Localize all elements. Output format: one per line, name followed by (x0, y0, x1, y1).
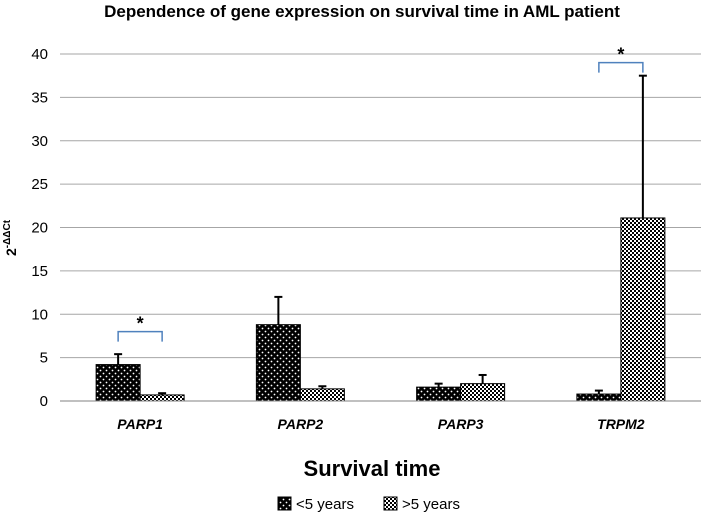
y-tick-label: 20 (31, 220, 48, 237)
category-label: PARP3 (438, 416, 484, 432)
x-axis-label: Survival time (304, 456, 441, 481)
bar-5years-TRPM2 (620, 217, 666, 402)
bar-5years-PARP2 (299, 388, 345, 402)
legend-label-series-1: >5 years (402, 496, 460, 513)
bar-5years-PARP2 (255, 324, 301, 402)
chart-title: Dependence of gene expression on surviva… (104, 2, 620, 21)
category-label: TRPM2 (597, 416, 645, 432)
bar-5years-PARP3 (460, 383, 506, 402)
significance-star: * (617, 45, 624, 65)
category-label: PARP1 (117, 416, 163, 432)
significance-bracket (598, 61, 644, 73)
y-axis-label: 2-ΔΔCt (2, 219, 19, 256)
significance-star: * (137, 314, 144, 334)
significance-bracket (117, 330, 163, 342)
bar-5years-PARP1 (139, 394, 185, 402)
y-tick-labels: 0 5 10 15 20 25 30 35 40 (31, 46, 48, 410)
y-tick-label: 10 (31, 306, 48, 323)
bar-5years-PARP1 (95, 364, 141, 402)
bars (95, 217, 666, 402)
legend: <5 years >5 years (277, 496, 460, 513)
y-tick-label: 40 (31, 46, 48, 63)
y-tick-label: 5 (40, 350, 48, 367)
y-tick-label: 30 (31, 133, 48, 150)
legend-swatch-series-1 (383, 496, 398, 511)
legend-swatch-series-0 (277, 496, 292, 511)
y-tick-label: 15 (31, 263, 48, 280)
y-tick-label: 0 (40, 393, 48, 410)
significance-markers: ** (117, 45, 644, 342)
legend-label-series-0: <5 years (296, 496, 354, 513)
y-tick-label: 25 (31, 176, 48, 193)
bar-5years-PARP3 (416, 386, 462, 402)
error-bars (114, 74, 647, 395)
category-labels: PARP1 PARP2 PARP3 TRPM2 (117, 416, 645, 432)
y-tick-label: 35 (31, 89, 48, 106)
bar-5years-TRPM2 (576, 393, 622, 402)
gridlines (60, 53, 701, 359)
category-label: PARP2 (278, 416, 324, 432)
